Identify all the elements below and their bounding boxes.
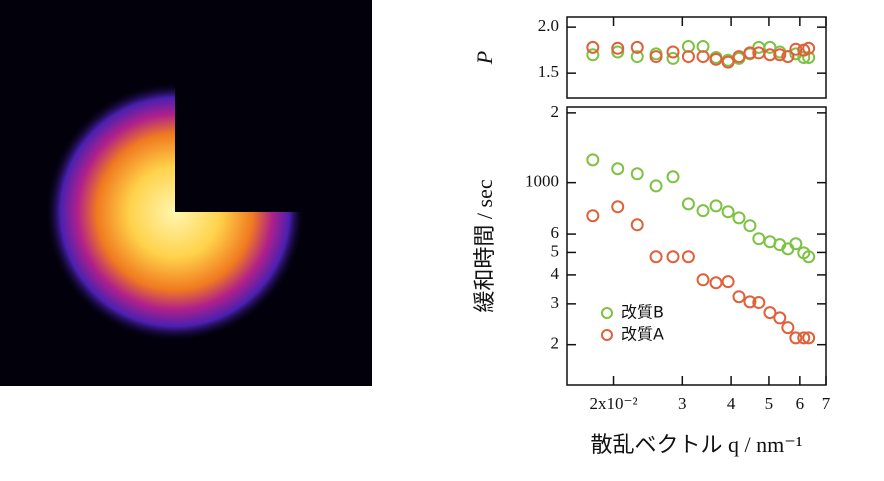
data-point: [781, 50, 795, 64]
legend-label: 改質A: [621, 325, 664, 344]
y-tick-label: 6: [551, 223, 560, 242]
data-point: [630, 218, 644, 232]
data-point: [681, 250, 695, 264]
data-point: [681, 197, 695, 211]
data-point: [743, 219, 757, 233]
y-tick-label: 1.5: [538, 62, 559, 81]
data-point: [789, 42, 803, 56]
data-point: [649, 50, 663, 64]
data-point: [721, 275, 735, 289]
data-point: [743, 46, 757, 60]
data-point: [732, 290, 746, 304]
x-tick-label: 7: [822, 394, 831, 413]
data-point: [752, 232, 766, 246]
data-point: [789, 331, 803, 345]
y-tick-label: 1000: [525, 172, 559, 191]
data-point: [743, 295, 757, 309]
data-point: [649, 250, 663, 264]
data-point: [789, 237, 803, 251]
data-point: [696, 204, 710, 218]
legend-marker: [601, 329, 613, 341]
data-point: [802, 41, 816, 55]
data-point: [696, 50, 710, 64]
x-tick-label: 3: [678, 394, 687, 413]
data-point: [586, 48, 600, 62]
data-point: [681, 50, 695, 64]
data-point: [773, 48, 787, 62]
data-point: [666, 170, 680, 184]
data-point: [630, 50, 644, 64]
x-tick-label: 4: [727, 394, 736, 413]
data-point: [649, 179, 663, 193]
data-point: [666, 51, 680, 65]
y-axis-label: P: [472, 51, 497, 65]
data-point: [666, 250, 680, 264]
data-point: [611, 41, 625, 55]
data-point: [789, 47, 803, 61]
data-point: [611, 45, 625, 59]
data-point: [802, 250, 816, 264]
data-point: [797, 331, 811, 345]
data-point: [586, 40, 600, 54]
scattering-image: [0, 0, 372, 386]
data-point: [709, 276, 723, 290]
x-tick-label: 6: [796, 394, 805, 413]
data-point: [781, 321, 795, 335]
data-point: [630, 167, 644, 181]
axes-frame: [566, 16, 827, 99]
legend-marker: [601, 307, 613, 319]
data-point: [586, 209, 600, 223]
data-point: [709, 199, 723, 213]
y-axis-label: 緩和時間 / sec: [472, 179, 497, 312]
data-point: [773, 311, 787, 325]
y-tick-label: 2: [551, 334, 560, 353]
data-point: [611, 162, 625, 176]
legend-label: 改質B: [621, 303, 664, 322]
data-point: [721, 55, 735, 69]
data-point: [611, 200, 625, 214]
data-point: [752, 296, 766, 310]
data-point: [586, 153, 600, 167]
x-axis-label: 散乱ベクトル q / nm⁻¹: [591, 432, 803, 457]
data-point: [763, 48, 777, 62]
y-tick-label: 4: [551, 264, 560, 283]
y-tick-label: 5: [551, 241, 560, 260]
data-point: [696, 273, 710, 287]
data-point: [763, 306, 777, 320]
y-tick-label: 2: [551, 102, 560, 121]
data-point: [721, 205, 735, 219]
y-tick-label: 3: [551, 293, 560, 312]
data-point: [732, 50, 746, 64]
axes-frame: [566, 106, 827, 386]
data-point: [709, 52, 723, 66]
x-tick-label: 2x10⁻²: [590, 394, 638, 413]
y-tick-label: 2.0: [538, 16, 559, 35]
data-point: [802, 331, 816, 345]
data-point: [666, 45, 680, 59]
data-point: [630, 40, 644, 54]
data-point: [732, 211, 746, 225]
x-tick-label: 5: [765, 394, 774, 413]
